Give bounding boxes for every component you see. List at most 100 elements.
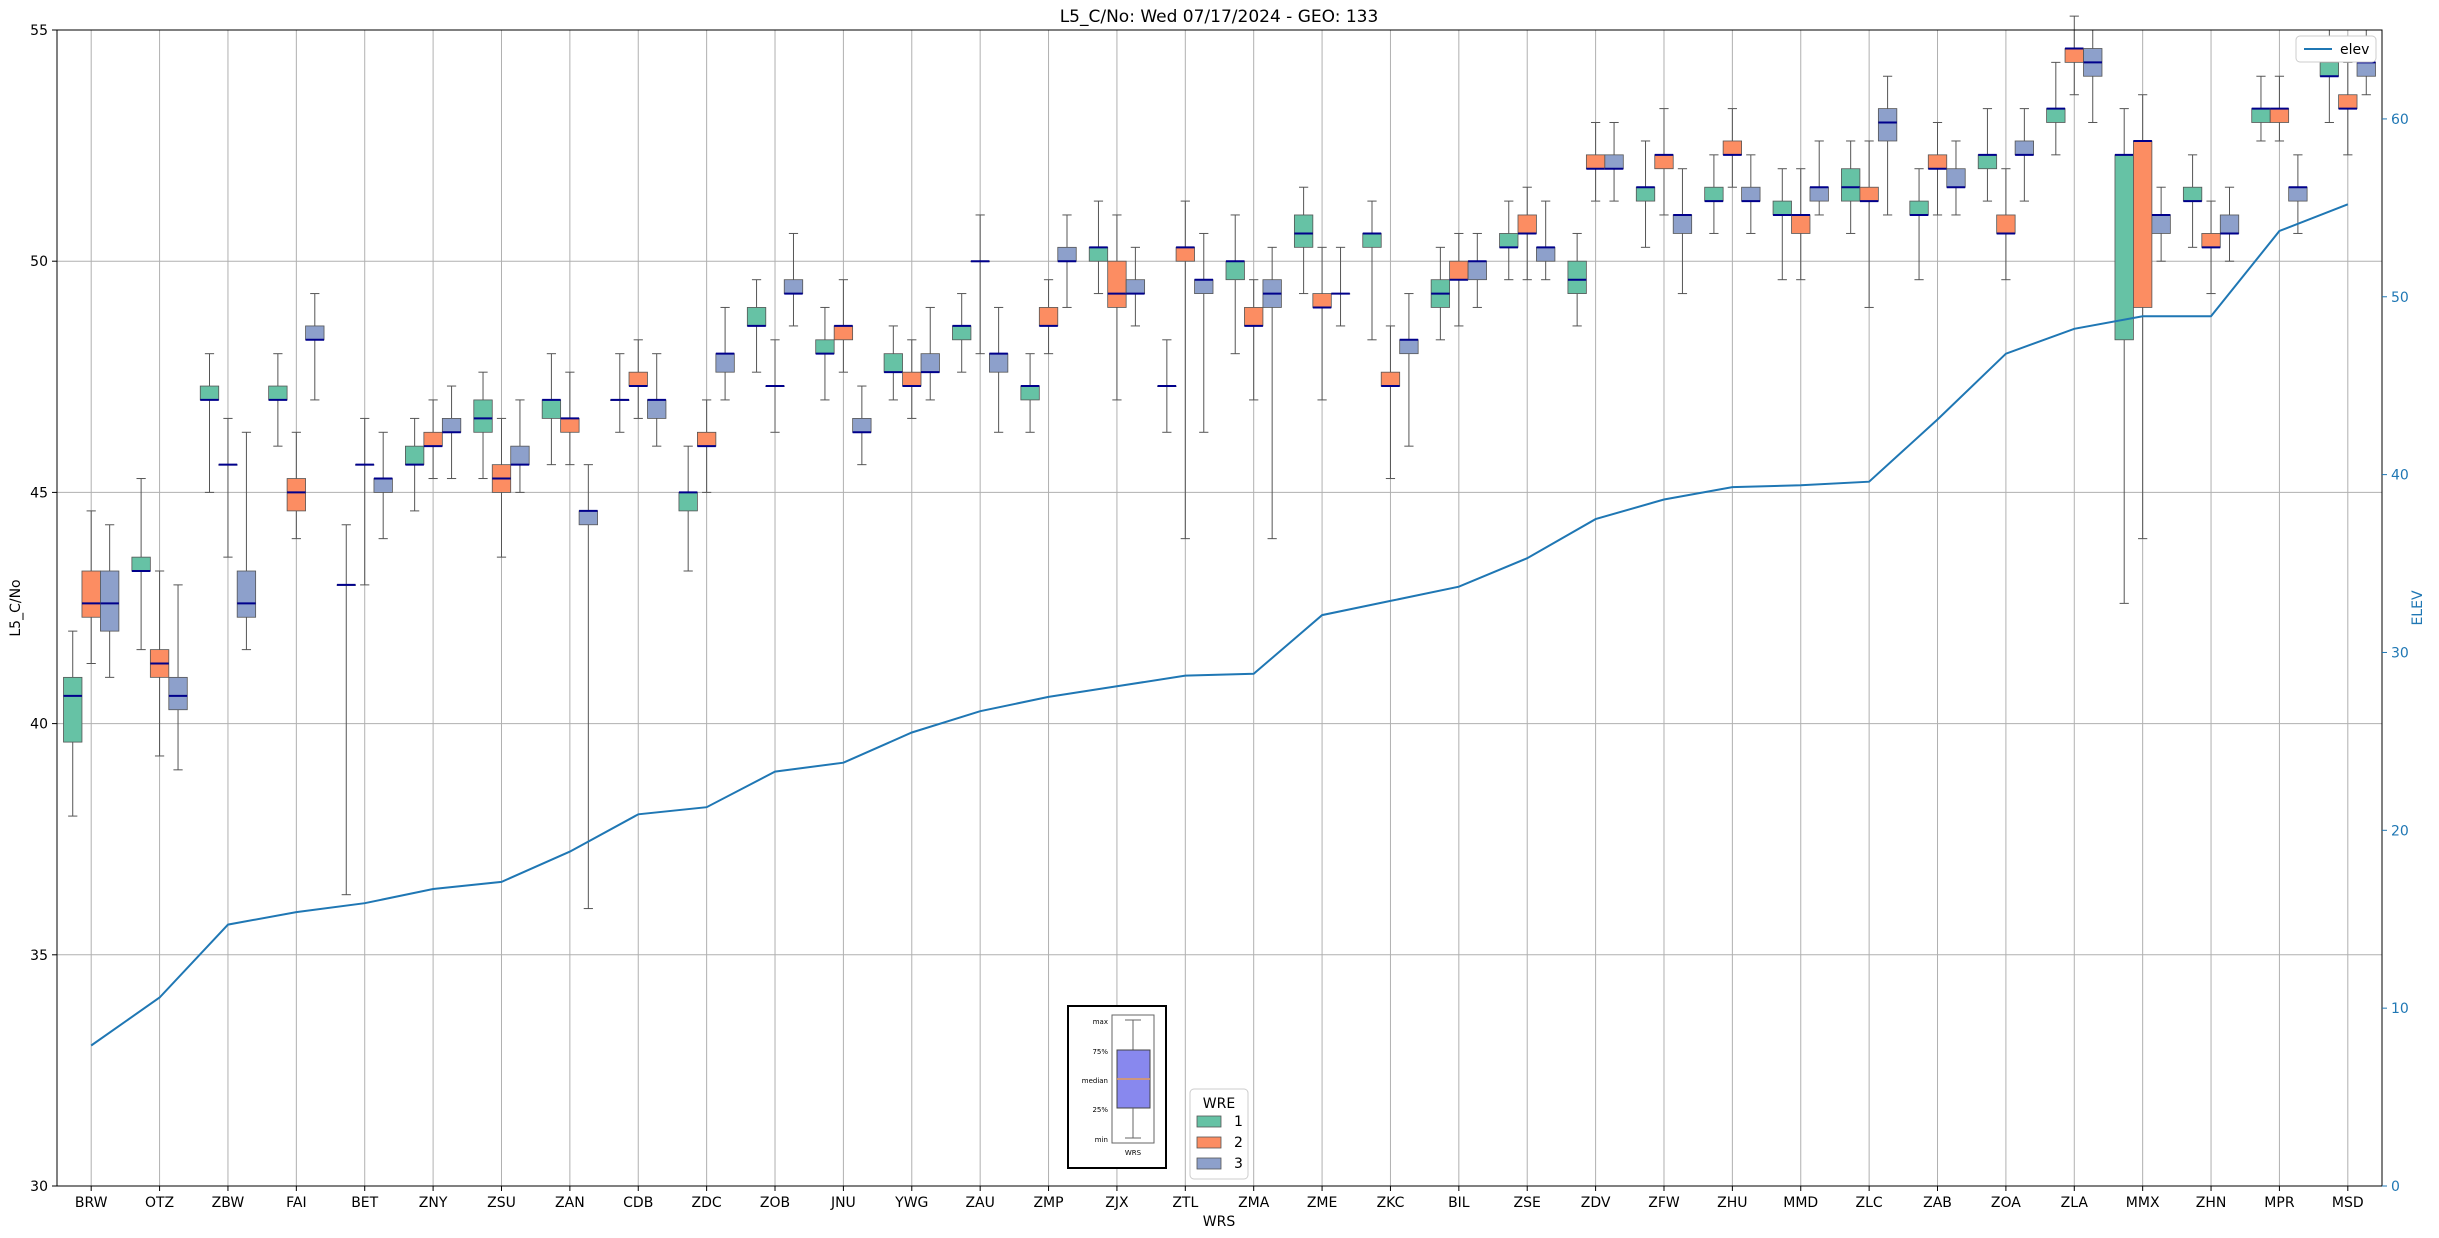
box-wre1-FAI — [268, 353, 288, 447]
box-iqr — [988, 353, 1009, 373]
x-tick-label: ZNY — [419, 1195, 448, 1211]
box-iqr — [1635, 186, 1656, 202]
box-wre3-ZOA — [2014, 108, 2034, 202]
box-iqr — [541, 399, 562, 419]
box-wre3-ZHN — [2219, 186, 2240, 262]
legend-elev-label: elev — [2340, 42, 2369, 58]
x-tick-label: ZAU — [965, 1195, 994, 1211]
box-wre3-ZMA — [1262, 246, 1282, 540]
x-tick-label: MSD — [2332, 1195, 2364, 1211]
x-tick-label: YWG — [894, 1195, 928, 1211]
box-wre3-JNU — [852, 385, 872, 466]
x-tick-label: ZME — [1307, 1195, 1338, 1211]
box-iqr — [920, 353, 940, 373]
x-tick-label: ZSE — [1514, 1195, 1541, 1211]
box-wre2-ZAN — [560, 371, 580, 466]
box-wre3-ZKC — [1399, 293, 1419, 447]
box-wre3-BRW — [100, 524, 120, 678]
box-wre3-ZLC — [1877, 75, 1898, 216]
box-wre2-MMX — [2133, 94, 2153, 540]
legend-label-1: 1 — [1234, 1114, 1243, 1130]
box-iqr — [1791, 214, 1811, 234]
box-wre1-ZMA — [1225, 214, 1245, 355]
legend-label-3: 3 — [1234, 1156, 1243, 1172]
box-iqr — [2182, 186, 2203, 202]
x-tick-label: ZMP — [1033, 1195, 1063, 1211]
box-wre3-ZAU — [988, 306, 1009, 433]
box-iqr — [1996, 214, 2016, 234]
box-iqr — [952, 325, 972, 341]
x-tick-label: ZLC — [1856, 1195, 1883, 1211]
box-iqr — [510, 445, 530, 466]
box-iqr — [1704, 186, 1724, 202]
plot-frame — [56, 29, 2383, 1187]
box-wre2-JNU — [833, 279, 854, 373]
box-iqr — [1654, 154, 1674, 170]
y2-axis-label: ELEV — [2410, 590, 2426, 625]
box-wre2-CDB — [628, 339, 648, 419]
x-tick-label: BRW — [75, 1195, 108, 1211]
box-iqr — [1977, 154, 1998, 170]
box-iqr — [63, 676, 83, 743]
box-iqr — [2201, 233, 2221, 248]
box-wre3-ZME — [1330, 246, 1351, 327]
box-iqr — [1672, 214, 1693, 234]
box-wre2-ZSU — [491, 417, 512, 558]
box-wre2-ZME — [1312, 246, 1332, 401]
box-iqr — [2046, 108, 2066, 123]
y2-tick-label: 50 — [2391, 290, 2409, 306]
box-layer — [63, 15, 2376, 910]
y-axis-right: 0 10 20 30 40 50 60 — [2382, 112, 2409, 1195]
box-iqr — [286, 478, 306, 512]
box-wre1-ZSU — [473, 371, 493, 480]
box-wre2-ZTL — [1175, 200, 1195, 540]
box-wre3-ZOB — [783, 232, 804, 327]
box-iqr — [373, 478, 393, 493]
y2-tick-label: 60 — [2391, 112, 2409, 128]
box-iqr — [1859, 186, 1879, 202]
x-tick-label: ZLA — [2061, 1195, 2089, 1211]
box-iqr — [405, 445, 425, 466]
inset-label-max: max — [1093, 1018, 1108, 1026]
box-wre2-ZOB — [765, 339, 785, 433]
box-iqr — [1312, 293, 1332, 308]
x-tick-label: OTZ — [145, 1195, 174, 1211]
box-wre2-ZJX — [1107, 214, 1127, 401]
box-iqr — [2338, 94, 2358, 110]
box-iqr — [2269, 108, 2290, 123]
box-iqr — [647, 399, 667, 419]
box-wre2-MMD — [1791, 168, 1811, 281]
box-iqr — [746, 307, 767, 327]
inset-label-min: min — [1095, 1136, 1108, 1144]
x-tick-label: ZKC — [1377, 1195, 1405, 1211]
box-iqr — [1088, 246, 1109, 262]
box-iqr — [473, 399, 493, 433]
x-tick-label: MPR — [2264, 1195, 2295, 1211]
box-wre3-ZAB — [1946, 140, 1966, 216]
x-tick-label: FAI — [286, 1195, 306, 1211]
box-iqr — [1449, 260, 1469, 281]
box-wre3-ZJX — [1125, 246, 1146, 327]
box-iqr — [199, 385, 220, 401]
box-wre2-MSD — [2338, 61, 2358, 156]
legend-wre-frame — [1189, 1088, 1249, 1180]
box-iqr — [168, 676, 188, 711]
y2-tick-label: 10 — [2391, 1001, 2409, 1017]
x-tick-label: ZTL — [1172, 1195, 1198, 1211]
box-wre3-ZBW — [236, 431, 257, 651]
box-wre1-ZHU — [1704, 154, 1724, 234]
box-wre3-MPR — [2288, 154, 2308, 234]
box-wre1-BRW — [63, 630, 83, 817]
box-iqr — [423, 431, 443, 447]
box-wre3-CDB — [647, 353, 667, 447]
box-wre2-ZKC — [1380, 325, 1401, 480]
box-iqr — [1877, 108, 1898, 142]
box-wre2-ZMA — [1244, 279, 1264, 401]
y-tick-label: 50 — [30, 254, 48, 270]
box-wre2-ZAU — [970, 214, 990, 355]
y-tick-label: 30 — [30, 1179, 48, 1195]
x-tick-label: ZJX — [1105, 1195, 1129, 1211]
box-wre3-ZAN — [578, 464, 598, 910]
box-wre2-OTZ — [149, 570, 170, 757]
